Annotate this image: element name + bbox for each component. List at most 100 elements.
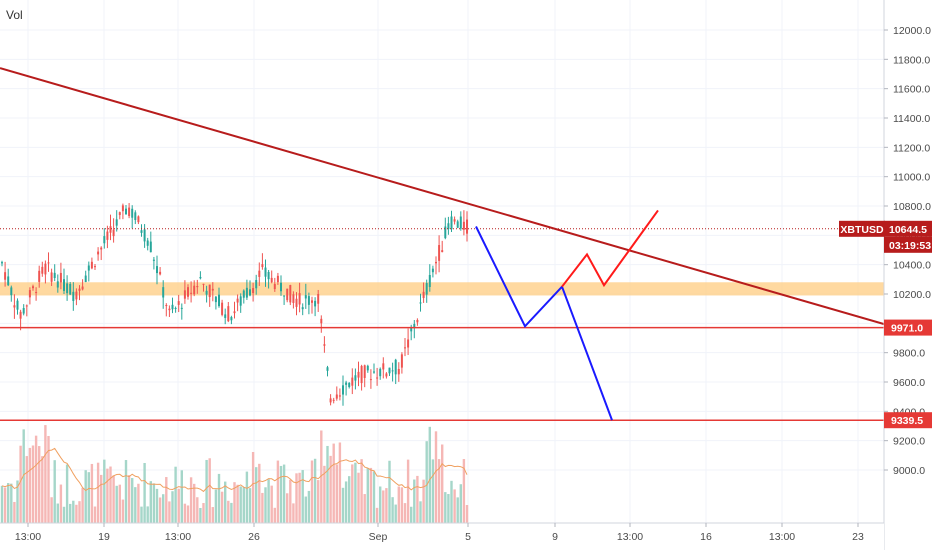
price-tick-label: 12000.0 [893, 25, 931, 37]
candle-body [307, 296, 310, 305]
candle-body [382, 363, 385, 370]
volume-bar [177, 488, 180, 523]
level-tag: 9971.0 [891, 323, 923, 335]
candle-body [47, 262, 50, 264]
price-axis[interactable]: 9000.09200.09400.09600.09800.010000.0102… [883, 0, 932, 550]
candle-body [140, 230, 143, 233]
volume-bar [208, 458, 211, 523]
candle-body [258, 270, 261, 277]
candle-body [174, 307, 177, 309]
candle-body [261, 264, 264, 268]
candle-body [1, 262, 3, 264]
volume-bar [292, 503, 295, 523]
candle-body [242, 290, 245, 298]
candle-body [273, 283, 276, 290]
candle-body [38, 270, 41, 282]
symbol-tag-bg [839, 220, 885, 237]
candles [1, 203, 468, 406]
candle-body [422, 291, 425, 299]
candle-body [413, 323, 416, 329]
volume-bar [437, 459, 441, 523]
volume-bar [360, 459, 363, 523]
candle-body [100, 247, 103, 250]
candle-body [19, 311, 22, 319]
volume-bar [174, 466, 177, 523]
volume-bar [388, 460, 391, 523]
volume-bar [38, 446, 41, 523]
candle-body [177, 301, 180, 305]
volume-bar [205, 459, 208, 523]
candle-body [149, 241, 152, 253]
candle-body [441, 250, 444, 253]
candle-body [298, 293, 301, 305]
volume-bar [317, 480, 320, 523]
time-axis[interactable]: 13:00 19 13:00 26 Sep 5 9 13:00 16 13:00 23 [0, 522, 884, 550]
volume-bar [196, 497, 199, 523]
volume-bar [199, 507, 202, 523]
candle-body [205, 290, 208, 295]
countdown-tag: 03:19:53 [889, 240, 931, 252]
volume-bar [323, 465, 326, 523]
projection-red [561, 209, 659, 288]
candle-body [462, 221, 465, 230]
volume-bar [286, 493, 289, 523]
candle-body [317, 294, 320, 304]
volume-bar [165, 477, 168, 523]
volume-bar [251, 452, 255, 523]
candle-body [224, 314, 227, 318]
candle-body [280, 282, 282, 292]
candle-body [109, 226, 112, 233]
volume-bar [16, 480, 19, 523]
candle-body [283, 295, 286, 297]
candle-body [351, 377, 354, 386]
projection-blue [475, 226, 613, 421]
volume-bar [103, 459, 106, 523]
volume-bar [258, 463, 261, 523]
volume-bar [403, 503, 407, 523]
candle-body [214, 296, 217, 303]
candle-body [391, 370, 394, 372]
candle-body [221, 302, 224, 315]
time-axis-bg [0, 523, 884, 550]
candle-body [379, 368, 382, 377]
volume-bar [313, 458, 317, 523]
candle-body [112, 229, 115, 237]
volume-bar [366, 468, 369, 523]
time-tick-label: 13:00 [165, 531, 191, 543]
candle-body [134, 212, 137, 221]
candle-body [143, 229, 146, 242]
volume-bar [326, 445, 329, 523]
candle-body [394, 359, 397, 375]
volume-bar [152, 483, 156, 523]
candle-body [348, 382, 351, 388]
volume-bar [400, 487, 404, 523]
support-zone [0, 282, 884, 296]
volume-bar [242, 487, 245, 523]
price-tick-label: 9200.0 [893, 436, 925, 448]
candle-body [211, 288, 214, 291]
price-tick-label: 11000.0 [893, 172, 930, 184]
price-tick-label: 11800.0 [893, 54, 930, 66]
candle-body [94, 266, 96, 268]
volume-bar [298, 472, 301, 523]
candle-body [90, 261, 93, 269]
candle-body [388, 367, 391, 374]
candle-body [196, 285, 199, 288]
volume-bar [450, 480, 453, 523]
candle-body [320, 318, 323, 324]
volume-bar [335, 464, 338, 523]
volume-bar [295, 473, 298, 523]
volume-bar [214, 489, 218, 523]
volume-bar [162, 494, 165, 523]
candle-body [369, 379, 372, 381]
volume-bar [282, 464, 286, 523]
candle-body [304, 295, 307, 299]
volume-bar [419, 501, 422, 523]
volume-bar [115, 485, 118, 523]
candle-body [292, 294, 295, 303]
candle-body [230, 317, 233, 321]
time-tick-label: 13:00 [617, 531, 643, 543]
candle-body [168, 308, 171, 311]
volume-bar [462, 459, 466, 523]
